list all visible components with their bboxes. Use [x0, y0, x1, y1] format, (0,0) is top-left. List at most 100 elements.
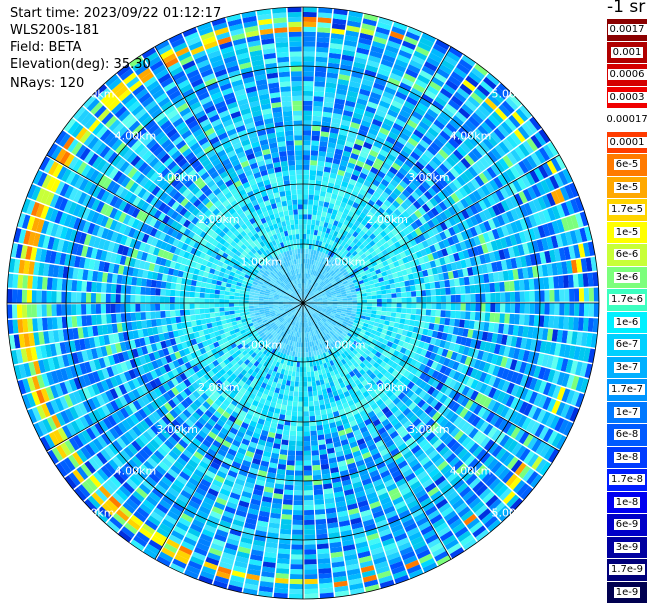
range-gate-cell — [332, 346, 338, 353]
range-gate-cell — [289, 385, 295, 392]
range-gate-cell — [317, 303, 323, 305]
range-gate-cell — [184, 291, 191, 298]
range-gate-cell — [392, 570, 408, 580]
range-gate-cell — [369, 365, 377, 373]
range-gate-cell — [312, 313, 317, 319]
range-gate-cell — [470, 338, 477, 349]
range-gate-cell — [514, 303, 521, 314]
range-gate-cell — [576, 331, 583, 346]
range-gate-cell — [439, 431, 450, 442]
range-gate-cell — [292, 524, 303, 530]
range-gate-cell — [308, 401, 314, 407]
range-gate-cell — [76, 315, 83, 327]
range-gate-cell — [342, 369, 349, 376]
range-gate-cell — [437, 526, 451, 538]
range-gate-cell — [311, 314, 316, 319]
range-gate-cell — [303, 406, 309, 412]
range-gate-cell — [249, 294, 255, 298]
range-gate-cell — [319, 582, 333, 589]
range-gate-cell — [410, 384, 419, 393]
range-gate-cell — [303, 421, 310, 427]
range-gate-cell — [494, 313, 501, 323]
range-gate-cell — [384, 410, 394, 419]
range-gate-cell — [401, 395, 410, 404]
range-gate-cell — [430, 490, 443, 501]
range-gate-cell — [332, 566, 346, 573]
range-gate-cell — [323, 316, 328, 321]
range-gate-cell — [544, 341, 552, 355]
range-gate-cell — [449, 318, 456, 327]
range-gate-cell — [340, 352, 347, 359]
range-gate-cell — [293, 361, 297, 367]
range-gate-cell — [303, 426, 310, 432]
range-gate-cell — [81, 315, 88, 327]
range-gate-cell — [348, 507, 360, 516]
range-gate-cell — [204, 303, 210, 309]
range-gate-cell — [329, 337, 335, 343]
range-gate-cell — [423, 374, 432, 383]
range-gate-cell — [170, 310, 176, 317]
range-gate-cell — [422, 460, 434, 470]
range-gate-cell — [366, 422, 375, 431]
range-gate-cell — [504, 408, 514, 421]
range-gate-cell — [491, 401, 501, 413]
range-gate-cell — [484, 312, 491, 322]
range-gate-cell — [510, 336, 518, 348]
range-gate-cell — [482, 397, 493, 409]
range-gate-cell — [392, 451, 403, 461]
range-gate-cell — [498, 418, 509, 431]
range-gate-cell — [325, 321, 330, 326]
range-gate-cell — [474, 464, 487, 477]
range-gate-cell — [399, 367, 407, 375]
range-gate-cell — [377, 524, 390, 533]
range-gate-cell — [268, 522, 280, 529]
range-gate-cell — [359, 560, 374, 569]
range-gate-cell — [450, 303, 456, 311]
range-gate-cell — [509, 497, 523, 512]
range-gate-cell — [345, 312, 352, 316]
range-gate-cell — [282, 394, 289, 401]
range-gate-cell — [319, 587, 334, 594]
range-gate-cell — [174, 303, 180, 310]
range-gate-cell — [291, 410, 298, 417]
range-gate-cell — [303, 485, 313, 491]
range-gate-cell — [529, 377, 538, 391]
range-gate-cell — [411, 405, 421, 415]
range-gate-cell — [165, 282, 172, 290]
range-gate-cell — [288, 440, 296, 446]
range-gate-cell — [293, 341, 297, 347]
range-gate-cell — [432, 439, 443, 449]
range-gate-cell — [531, 438, 543, 453]
range-gate-cell — [174, 290, 181, 297]
range-gate-cell — [515, 373, 524, 385]
range-gate-cell — [492, 389, 502, 401]
range-gate-cell — [311, 356, 316, 362]
range-gate-cell — [297, 337, 300, 343]
range-gate-cell — [306, 361, 310, 368]
range-gate-cell — [402, 468, 414, 478]
range-gate-cell — [66, 304, 72, 316]
range-gate-cell — [280, 404, 287, 411]
range-gate-cell — [130, 294, 136, 303]
range-gate-cell — [453, 416, 463, 427]
range-gate-cell — [340, 439, 349, 446]
range-gate-cell — [333, 486, 344, 493]
range-gate-cell — [396, 425, 406, 435]
range-gate-cell — [125, 294, 131, 303]
range-gate-cell — [284, 484, 294, 491]
range-gate-cell — [389, 430, 399, 440]
range-gate-cell — [417, 399, 426, 409]
range-gate-cell — [410, 358, 418, 367]
range-gate-cell — [409, 427, 419, 437]
range-gate-cell — [393, 338, 400, 345]
range-gate-cell — [297, 332, 300, 338]
range-gate-cell — [372, 376, 380, 384]
range-gate-cell — [336, 455, 346, 463]
range-gate-cell — [338, 408, 346, 416]
range-gate-cell — [266, 472, 276, 479]
range-gate-cell — [321, 318, 327, 323]
range-gate-cell — [486, 352, 494, 363]
range-gate-cell — [140, 312, 146, 321]
range-gate-cell — [353, 340, 359, 347]
range-gate-cell — [330, 467, 339, 474]
